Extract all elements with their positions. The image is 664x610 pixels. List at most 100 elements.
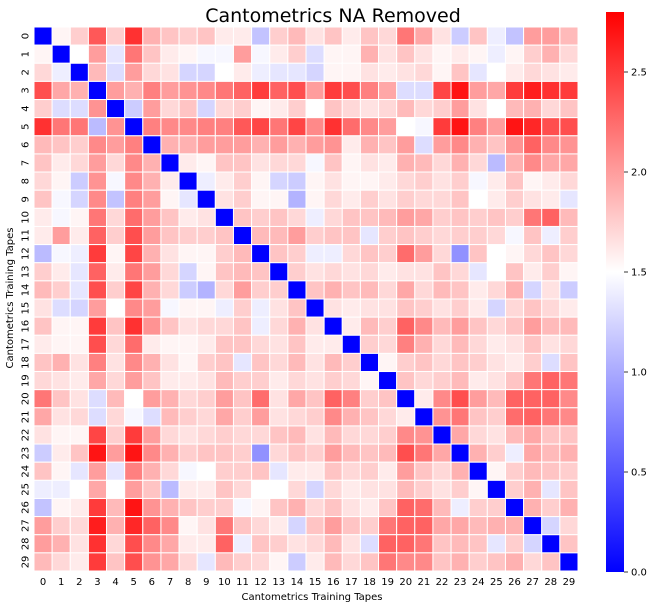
heatmap-cell <box>323 117 343 137</box>
heatmap-cell <box>33 552 53 572</box>
heatmap-cell <box>287 244 307 264</box>
heatmap-cell <box>323 225 343 246</box>
heatmap-cell <box>323 62 343 82</box>
heatmap-cell <box>486 461 506 481</box>
heatmap-cell <box>450 262 470 282</box>
heatmap-cell <box>523 443 543 463</box>
heatmap-cell <box>287 207 307 227</box>
heatmap-cell <box>251 516 271 536</box>
heatmap-cell <box>33 80 53 101</box>
heatmap-cell <box>69 443 89 463</box>
heatmap-cell <box>69 99 89 119</box>
heatmap-cell <box>160 153 180 173</box>
heatmap-cell <box>287 171 307 191</box>
heatmap-cell <box>559 189 579 209</box>
heatmap-cell <box>51 244 71 264</box>
heatmap-cell <box>124 425 144 445</box>
heatmap-cell <box>251 352 271 373</box>
heatmap-cell <box>69 425 89 445</box>
heatmap-cell <box>396 443 416 463</box>
heatmap-cell <box>33 497 53 518</box>
heatmap-cell <box>486 352 506 373</box>
heatmap-cell <box>450 479 470 499</box>
heatmap-cell <box>414 262 434 282</box>
heatmap-cell <box>269 225 289 246</box>
heatmap-cell <box>523 371 543 391</box>
heatmap-cell <box>232 135 253 155</box>
heatmap-cell <box>559 135 579 155</box>
heatmap-cell <box>87 352 108 373</box>
heatmap-cell <box>432 425 452 445</box>
heatmap-cell <box>359 207 380 227</box>
heatmap-cell <box>450 62 470 82</box>
heatmap-cell <box>269 26 289 46</box>
heatmap-cell <box>541 80 561 101</box>
heatmap-cell <box>559 117 579 137</box>
heatmap-cell <box>305 443 325 463</box>
heatmap-cell <box>124 225 144 246</box>
heatmap-cell <box>196 534 216 554</box>
heatmap-cell <box>196 316 216 336</box>
heatmap-cell <box>142 62 162 82</box>
heatmap-cell <box>486 135 506 155</box>
heatmap-cell <box>504 62 525 82</box>
heatmap-cell <box>559 62 579 82</box>
heatmap-cell <box>378 497 398 518</box>
heatmap-cell <box>468 334 488 354</box>
heatmap-cell <box>432 516 452 536</box>
heatmap-cell <box>160 225 180 246</box>
heatmap-cell <box>251 316 271 336</box>
x-tick-label: 1 <box>58 577 64 588</box>
heatmap-cell <box>69 225 89 246</box>
heatmap-cell <box>87 479 108 499</box>
heatmap-cell <box>178 189 198 209</box>
heatmap-cell <box>214 135 234 155</box>
heatmap-cell <box>359 117 380 137</box>
heatmap-cell <box>69 461 89 481</box>
heatmap-cell <box>106 497 126 518</box>
x-tick-label: 2 <box>76 577 82 588</box>
heatmap-cell <box>214 171 234 191</box>
heatmap-cell <box>251 534 271 554</box>
heatmap-cell <box>559 443 579 463</box>
x-tick-label: 29 <box>563 577 576 588</box>
heatmap-cell <box>142 497 162 518</box>
heatmap-cell <box>414 443 434 463</box>
heatmap-cell <box>87 44 108 64</box>
heatmap-cell <box>160 316 180 336</box>
heatmap-cell <box>523 244 543 264</box>
heatmap-cell <box>305 280 325 300</box>
x-tick-label: 5 <box>131 577 137 588</box>
heatmap-cell <box>106 80 126 101</box>
heatmap-cell <box>214 99 234 119</box>
heatmap-cell <box>486 189 506 209</box>
heatmap-cell <box>378 298 398 318</box>
heatmap-cell <box>559 298 579 318</box>
heatmap-cell <box>87 189 108 209</box>
heatmap-cell <box>323 280 343 300</box>
heatmap-cell <box>523 534 543 554</box>
heatmap-cell <box>414 516 434 536</box>
heatmap-cell <box>196 352 216 373</box>
heatmap-cell <box>124 44 144 64</box>
heatmap-cell <box>323 99 343 119</box>
y-tick-label: 6 <box>21 142 32 148</box>
heatmap-cell <box>160 62 180 82</box>
heatmap-cell <box>251 26 271 46</box>
heatmap-cell <box>178 443 198 463</box>
heatmap-cell <box>450 26 470 46</box>
heatmap-cell <box>214 425 234 445</box>
heatmap-cell <box>269 461 289 481</box>
heatmap-cell <box>51 26 71 46</box>
heatmap-cell <box>523 99 543 119</box>
heatmap-cell <box>541 62 561 82</box>
heatmap-cell <box>106 461 126 481</box>
colorbar-ticks: 0.0 0.5 1.0 1.5 2.0 2.5 <box>624 68 647 579</box>
heatmap-cell <box>378 117 398 137</box>
heatmap-cell <box>504 99 525 119</box>
heatmap-cell <box>432 334 452 354</box>
heatmap-cell <box>396 117 416 137</box>
heatmap-cell <box>87 280 108 300</box>
heatmap-cell <box>269 534 289 554</box>
heatmap-cell <box>396 334 416 354</box>
